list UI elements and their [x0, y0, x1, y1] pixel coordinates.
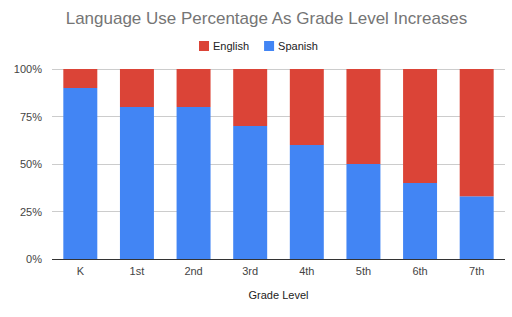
- x-tick-label: 7th: [469, 265, 484, 277]
- y-tick-label: 100%: [14, 63, 42, 75]
- bar-segment: [233, 126, 267, 259]
- legend: English Spanish: [199, 40, 318, 52]
- x-tick-label: 3rd: [242, 265, 258, 277]
- bar-segment: [460, 69, 494, 196]
- x-tick-label: 2nd: [184, 265, 202, 277]
- bar-segment: [233, 69, 267, 126]
- bar-segment: [120, 107, 154, 259]
- bar-segment: [63, 69, 97, 88]
- y-tick-label: 0%: [26, 253, 42, 265]
- bar-segment: [177, 107, 211, 259]
- bar-segment: [177, 69, 211, 107]
- y-tick-label: 25%: [20, 206, 42, 218]
- y-tick-label: 75%: [20, 111, 42, 123]
- legend-label: Spanish: [278, 40, 318, 52]
- legend-label: English: [213, 40, 249, 52]
- bar-segment: [403, 183, 437, 259]
- bar-segment: [120, 69, 154, 107]
- x-tick-label: 6th: [412, 265, 427, 277]
- chart-title: Language Use Percentage As Grade Level I…: [66, 9, 468, 28]
- bar-segment: [346, 164, 380, 259]
- chart-svg: Language Use Percentage As Grade Level I…: [0, 0, 512, 317]
- x-tick-label: K: [77, 265, 85, 277]
- bar-segment: [460, 196, 494, 259]
- x-tick-label: 4th: [299, 265, 314, 277]
- bar-segment: [290, 145, 324, 259]
- chart-container: Language Use Percentage As Grade Level I…: [0, 0, 512, 317]
- legend-swatch: [199, 41, 209, 51]
- bar-segment: [290, 69, 324, 145]
- bar-segment: [403, 69, 437, 183]
- x-tick-label: 1st: [130, 265, 145, 277]
- x-axis-title: Grade Level: [249, 289, 309, 301]
- bar-segment: [346, 69, 380, 164]
- y-tick-label: 50%: [20, 158, 42, 170]
- legend-swatch: [264, 41, 274, 51]
- bars: [63, 69, 493, 259]
- bar-segment: [63, 88, 97, 259]
- x-tick-label: 5th: [356, 265, 371, 277]
